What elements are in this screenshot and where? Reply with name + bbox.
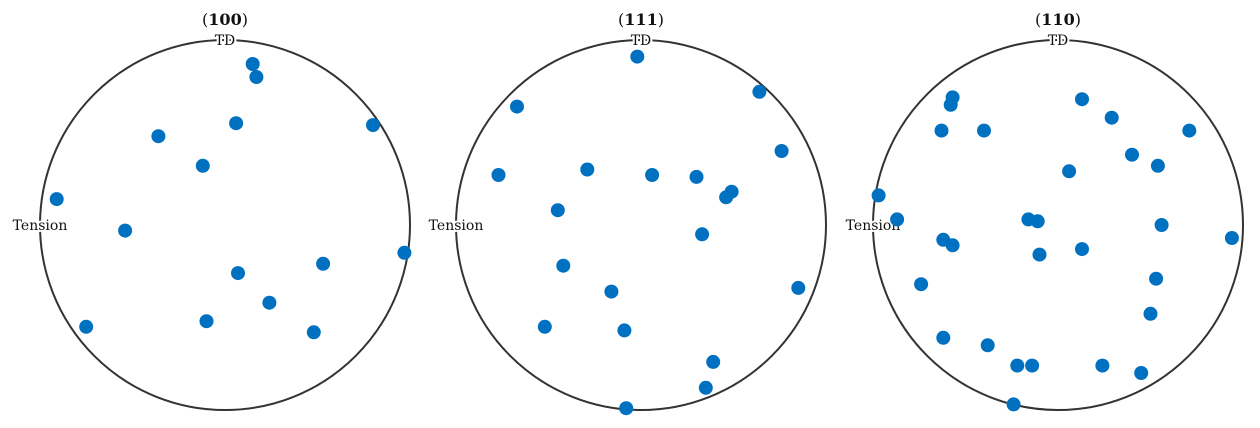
td-axis-label: TD: [631, 33, 652, 49]
pole-point: [249, 70, 264, 84]
pole-point: [604, 284, 619, 299]
tension-axis-label: Tension: [13, 218, 68, 234]
pole-point: [752, 84, 767, 99]
pole-point: [977, 123, 991, 138]
pole-point: [617, 323, 632, 338]
pole-points: [491, 49, 806, 416]
pole-point: [619, 401, 634, 416]
projection-circle: [455, 39, 827, 411]
plot-title: (111): [618, 10, 664, 29]
pole-point: [706, 354, 721, 369]
pole-point: [1075, 92, 1089, 107]
pole-point: [1010, 358, 1025, 373]
pole-point: [890, 212, 905, 227]
pole-point: [645, 168, 660, 182]
pole-point: [1150, 158, 1165, 173]
pole-point: [195, 158, 210, 173]
pole-point: [510, 99, 524, 114]
pole-point: [689, 169, 704, 184]
pole-point: [1149, 271, 1164, 286]
projection-circle: [872, 39, 1244, 411]
pole-point: [945, 238, 960, 253]
pole-point: [1224, 231, 1239, 245]
plot-title: (110): [1035, 10, 1081, 29]
pole-point: [630, 49, 645, 64]
pole-point: [980, 338, 995, 353]
pole-point: [556, 258, 571, 273]
pole-figure-111: (111) TD Tension: [427, 10, 827, 416]
td-axis-label: TD: [1048, 33, 1069, 49]
pole-point: [936, 330, 951, 345]
pole-point: [1134, 366, 1149, 380]
pole-point: [245, 57, 260, 71]
projection-circle: [39, 39, 411, 411]
pole-point: [199, 314, 214, 329]
pole-point: [1025, 358, 1040, 373]
pole-point: [1032, 247, 1047, 262]
pole-point: [1104, 110, 1119, 125]
pole-point: [1154, 218, 1169, 232]
pole-point: [306, 325, 321, 340]
pole-point: [231, 266, 245, 281]
pole-points: [871, 90, 1239, 412]
pole-point: [118, 223, 133, 238]
td-axis-label: TD: [215, 33, 236, 49]
pole-point: [397, 245, 412, 260]
pole-point: [695, 227, 710, 242]
pole-point: [229, 116, 244, 131]
pole-point: [49, 192, 64, 207]
pole-point: [366, 118, 380, 133]
pole-point: [151, 129, 166, 144]
pole-point: [491, 168, 506, 182]
pole-point: [1006, 397, 1021, 412]
pole-point: [262, 295, 277, 310]
pole-point: [1062, 164, 1077, 179]
pole-point: [1182, 123, 1197, 138]
pole-figure-110: (110) TD Tension: [844, 10, 1244, 412]
pole-figure-100: (100) TD Tension: [11, 10, 412, 411]
pole-point: [719, 190, 734, 205]
pole-point: [1095, 358, 1110, 373]
pole-point: [791, 280, 806, 295]
pole-point: [1125, 147, 1139, 162]
plot-title: (100): [202, 10, 248, 29]
pole-point: [1075, 242, 1089, 257]
pole-point: [934, 123, 949, 138]
tension-axis-label: Tension: [846, 218, 901, 234]
pole-point: [537, 319, 552, 334]
pole-point: [1143, 306, 1158, 321]
pole-point: [943, 97, 958, 112]
pole-point: [79, 319, 94, 334]
tension-axis-label: Tension: [429, 218, 484, 234]
pole-point: [550, 203, 565, 218]
pole-point: [580, 162, 595, 177]
pole-points: [49, 57, 412, 340]
pole-point: [316, 256, 331, 271]
pole-point: [698, 380, 713, 395]
pole-point: [914, 277, 929, 292]
pole-point: [1030, 214, 1045, 229]
pole-point: [774, 144, 789, 158]
pole-point: [871, 188, 886, 203]
